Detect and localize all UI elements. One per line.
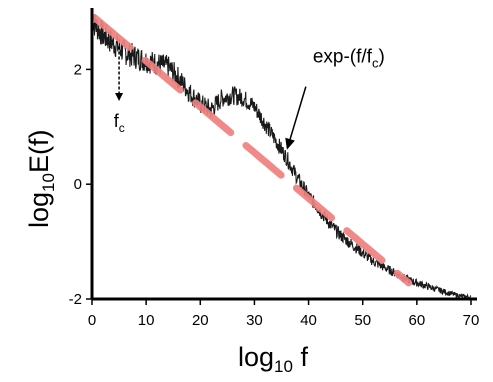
annotation-fc-arrowhead [115,92,124,101]
annotation-exp: exp-(f/fc) [285,47,385,150]
series-noise-line [91,14,472,301]
annotation-exp-sub: c [372,56,379,71]
annotation-exp-arrow [288,86,307,143]
x-axis-title-rest: f [293,342,309,372]
y-axis-title-rest: E(f) [24,130,54,174]
x-tick-label: 30 [246,312,263,329]
series-fit-group [91,14,413,287]
y-tick-label: 2 [74,61,82,78]
y-axis-title: log10E(f) [24,130,58,228]
x-tick-label: 10 [138,312,155,329]
annotation-exp-rest: ) [378,47,384,68]
x-tick-label: 20 [192,312,209,329]
series-fit-line [91,14,413,287]
x-axis-title-sub: 10 [274,357,293,376]
x-axis-title: log10 f [238,342,308,376]
y-axis-title-base: log [24,192,54,228]
x-axis-title-base: log [238,342,274,372]
x-tick-label: 60 [409,312,426,329]
annotation-fc-sub: c [119,121,125,135]
annotation-exp-arrowhead [285,137,295,150]
x-tick-label: 70 [463,312,480,329]
annotation-exp-base: exp-(f/f [313,47,373,68]
y-tick-label: -2 [69,291,82,308]
annotation-fc-label: fc [114,111,125,135]
y-ticks: -2 0 2 [69,61,92,308]
y-tick-label: 0 [74,176,82,193]
annotation-fc: fc [114,46,125,135]
x-tick-label: 40 [300,312,317,329]
y-axis-title-sub: 10 [39,173,58,192]
series-noise-group [91,14,472,301]
annotation-exp-label: exp-(f/fc) [313,47,385,71]
x-tick-label: 0 [88,312,96,329]
annotation-fc-base: f [114,111,120,131]
x-ticks: 0 10 20 30 40 50 60 70 [88,299,480,329]
x-tick-label: 50 [354,312,371,329]
